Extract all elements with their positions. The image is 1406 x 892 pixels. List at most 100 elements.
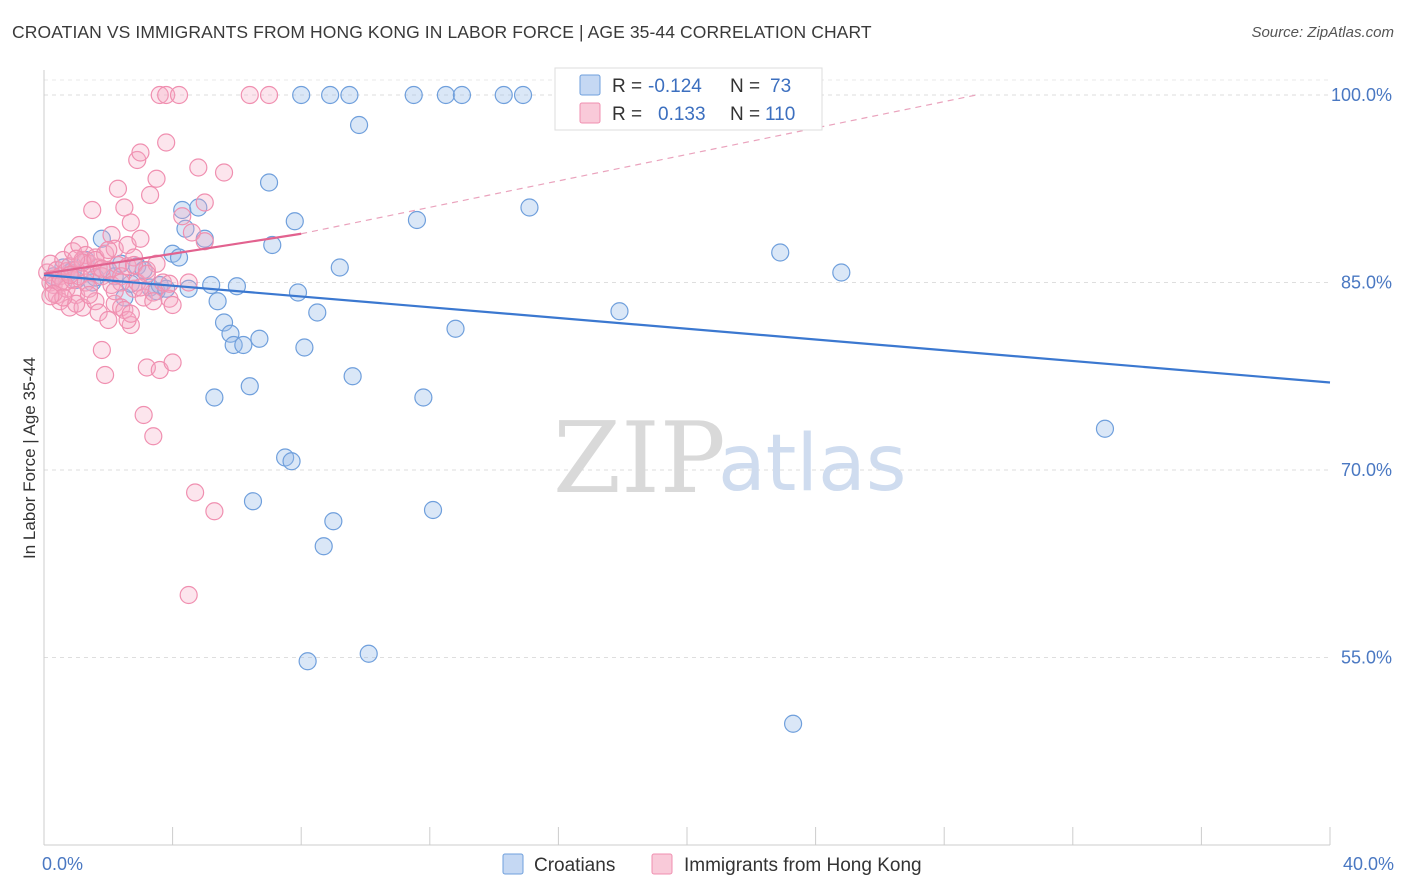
croatians-point-54 — [407, 210, 427, 230]
hong-kong-point-70 — [153, 273, 173, 292]
croatians-point-69 — [1095, 419, 1115, 438]
watermark-zip: ZIP — [553, 402, 726, 516]
hong-kong-point-80 — [186, 483, 205, 502]
stats-n-label: N = — [730, 76, 760, 97]
hong-kong-point-63 — [140, 185, 160, 205]
croatians-point-50 — [343, 367, 362, 386]
hong-kong-point-58 — [131, 229, 150, 248]
hong-kong-point-84 — [205, 502, 224, 521]
axes — [43, 70, 1331, 846]
stats-n-value-croatians: 73 — [770, 76, 791, 97]
hong-kong-point-109 — [121, 304, 140, 323]
chart-title: CROATIAN VS IMMIGRANTS FROM HONG KONG IN… — [12, 22, 872, 42]
hong-kong-point-74 — [163, 353, 182, 372]
croatians-point-52 — [359, 644, 378, 663]
hong-kong-point-99 — [54, 288, 73, 307]
croatians-point-36 — [263, 235, 282, 255]
y-tick-label-0: 100.0% — [1331, 85, 1392, 105]
croatians-point-31 — [234, 335, 253, 355]
hong-kong-point-102 — [105, 282, 124, 301]
croatians-point-32 — [240, 377, 259, 396]
croatians-point-48 — [330, 258, 349, 277]
y-tick-label-3: 55.0% — [1341, 648, 1392, 668]
hong-kong-point-81 — [189, 158, 208, 177]
stats-r-label: R = — [612, 76, 642, 97]
hong-kong-point-85 — [214, 163, 234, 182]
croatians-point-49 — [340, 85, 359, 105]
croatians-point-67 — [783, 714, 803, 733]
croatians-point-6 — [92, 229, 111, 248]
hong-kong-point-33 — [92, 340, 111, 360]
hong-kong-point-87 — [259, 85, 279, 105]
hong-kong-point-76 — [169, 85, 189, 105]
croatians-point-53 — [404, 85, 423, 105]
croatians-point-40 — [288, 283, 308, 302]
croatians-point-29 — [224, 335, 243, 355]
croatians-point-35 — [259, 173, 279, 192]
croatians-point-60 — [494, 85, 513, 105]
croatians-point-42 — [295, 338, 314, 357]
hong-kong-point-66 — [147, 169, 166, 188]
hong-kong-point-60 — [134, 288, 153, 307]
croatians-point-34 — [250, 329, 269, 348]
croatians-point-47 — [324, 512, 343, 531]
y-tick-labels: 100.0% 85.0% 70.0% 55.0% — [1331, 85, 1392, 668]
x-tick-label-1: 40.0% — [1343, 854, 1394, 874]
hong-kong-point-39 — [102, 225, 121, 245]
watermark: ZIP atlas — [553, 402, 907, 516]
stats-r-value-hong-kong: 0.133 — [658, 104, 706, 125]
stats-swatch-croatians — [579, 74, 601, 96]
grid-lines — [44, 79, 1330, 658]
hong-kong-point-107 — [41, 287, 60, 306]
croatians-point-51 — [349, 115, 369, 135]
hong-kong-point-77 — [173, 207, 192, 226]
croatians-point-26 — [208, 292, 227, 311]
hong-kong-point-100 — [79, 285, 99, 305]
croatians-point-45 — [314, 537, 333, 556]
hong-kong-point-31 — [89, 303, 108, 322]
hong-kong-point-75 — [163, 295, 182, 315]
stats-r-value-croatians: -0.124 — [648, 76, 702, 97]
stats-n-value-hong-kong: 110 — [765, 104, 795, 125]
hong-kong-point-59 — [134, 405, 153, 425]
hong-kong-point-35 — [95, 365, 115, 385]
croatians-point-41 — [292, 85, 311, 105]
hong-kong-trend-extension — [301, 94, 977, 235]
x-tick-label-0: 0.0% — [42, 854, 83, 874]
croatians-trend-line — [43, 273, 1331, 384]
watermark-atlas: atlas — [718, 419, 907, 509]
hong-kong-point-43 — [108, 179, 128, 198]
croatians-point-64 — [610, 302, 629, 321]
stats-r-label: R = — [612, 104, 642, 125]
legend-swatch-croatians — [502, 853, 524, 875]
hong-kong-point-19 — [70, 235, 89, 255]
stats-box: R = -0.124 N = 73 R = 0.133 N = 110 — [554, 67, 823, 131]
stats-n-label: N = — [730, 104, 760, 125]
hong-kong-point-88 — [179, 585, 198, 605]
stats-swatch-hong-kong — [579, 102, 601, 124]
hong-kong-point-82 — [195, 193, 214, 212]
croatians-point-46 — [321, 85, 340, 105]
legend: Croatians Immigrants from Hong Kong — [502, 853, 922, 876]
croatians-point-56 — [423, 500, 443, 520]
croatians-point-28 — [221, 324, 240, 343]
croatians-point-33 — [243, 492, 263, 511]
legend-label-croatians: Croatians — [534, 855, 615, 876]
legend-label-hong-kong: Immigrants from Hong Kong — [684, 855, 922, 876]
hong-kong-point-106 — [160, 274, 179, 293]
croatians-point-55 — [414, 388, 433, 407]
source-label: Source: ZipAtlas.com — [1251, 24, 1394, 41]
croatians-point-61 — [513, 85, 533, 105]
hong-kong-point-95 — [99, 240, 118, 260]
hong-kong-points — [38, 85, 279, 605]
y-axis-label: In Labor Force | Age 35-44 — [20, 357, 39, 559]
croatians-point-27 — [214, 313, 234, 332]
hong-kong-point-72 — [157, 133, 176, 152]
hong-kong-point-57 — [131, 143, 150, 162]
croatians-point-25 — [205, 388, 224, 407]
croatians-point-38 — [282, 452, 301, 471]
hong-kong-point-108 — [67, 249, 86, 268]
hong-kong-point-86 — [240, 85, 259, 105]
hong-kong-point-68 — [150, 85, 169, 105]
hong-kong-point-79 — [182, 223, 201, 242]
